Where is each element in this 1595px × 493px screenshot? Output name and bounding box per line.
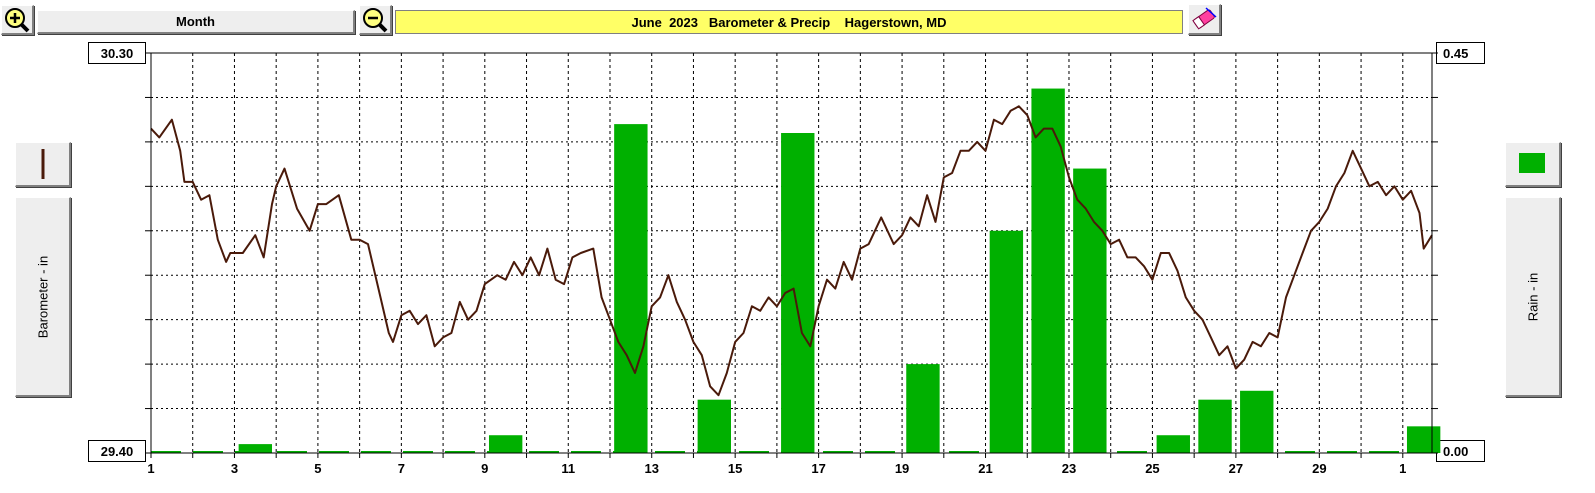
rain-bar: [1031, 88, 1065, 454]
rain-bar: [488, 435, 523, 453]
x-tick-label: 11: [561, 461, 576, 476]
rain-bar: [989, 230, 1024, 453]
x-tick-label: 23: [1061, 461, 1077, 476]
plot-frame: [150, 52, 1433, 454]
x-tick-label: 25: [1145, 461, 1160, 476]
zoom-in-magnifier-icon: [5, 8, 30, 33]
rain-axis-button[interactable]: Rain - in: [1505, 197, 1561, 397]
rain-bar: [1198, 399, 1232, 453]
x-tick-label: 15: [727, 461, 743, 476]
rain-legend-button[interactable]: [1505, 142, 1561, 187]
zoom-in-button[interactable]: [1, 5, 34, 35]
eraser-icon: [1192, 7, 1217, 30]
rain-bar: [1156, 435, 1190, 453]
barometer-legend-button[interactable]: [15, 142, 71, 187]
x-tick-label: 17: [811, 461, 826, 476]
x-tick-label: 29: [1312, 461, 1327, 476]
barometer-line: [150, 105, 1433, 397]
chart-title: June 2023 Barometer & Precip Hagerstown,…: [395, 10, 1183, 34]
barometer-axis-button[interactable]: Barometer - in: [15, 197, 71, 397]
x-tick-label: 21: [978, 461, 993, 476]
period-label: Month: [176, 14, 215, 29]
x-tick-label: 1: [147, 461, 155, 476]
right-axis-bottom-value: 0.00: [1436, 440, 1485, 462]
x-tick-label: 3: [230, 461, 239, 476]
rain-bar: [1406, 426, 1441, 453]
x-tick-label: 19: [894, 461, 910, 476]
x-tick-label: 5: [314, 461, 322, 476]
rain-bar: [614, 124, 648, 453]
x-tick-label: 7: [397, 461, 405, 476]
x-tick-label: 1: [1399, 461, 1407, 476]
zoom-out-button[interactable]: [359, 5, 392, 35]
left-axis-bottom-value: 29.40: [88, 440, 146, 462]
rain-bar: [1073, 168, 1107, 454]
barometer-line-swatch-icon: [41, 149, 45, 179]
clear-button[interactable]: [1188, 4, 1221, 35]
period-selector-button[interactable]: Month: [37, 10, 355, 34]
x-tick-label: 13: [644, 461, 659, 476]
x-tick-label: 27: [1228, 461, 1244, 476]
x-tick-label: 9: [481, 461, 489, 476]
zoom-out-magnifier-icon: [363, 8, 388, 33]
rain-bar: [238, 444, 273, 453]
rain-bar: [1240, 390, 1274, 453]
right-axis-top-value: 0.45: [1436, 42, 1485, 64]
rain-bar: [697, 399, 731, 453]
rain-bar-swatch-icon: [1519, 153, 1545, 173]
rain-bar: [906, 364, 940, 453]
